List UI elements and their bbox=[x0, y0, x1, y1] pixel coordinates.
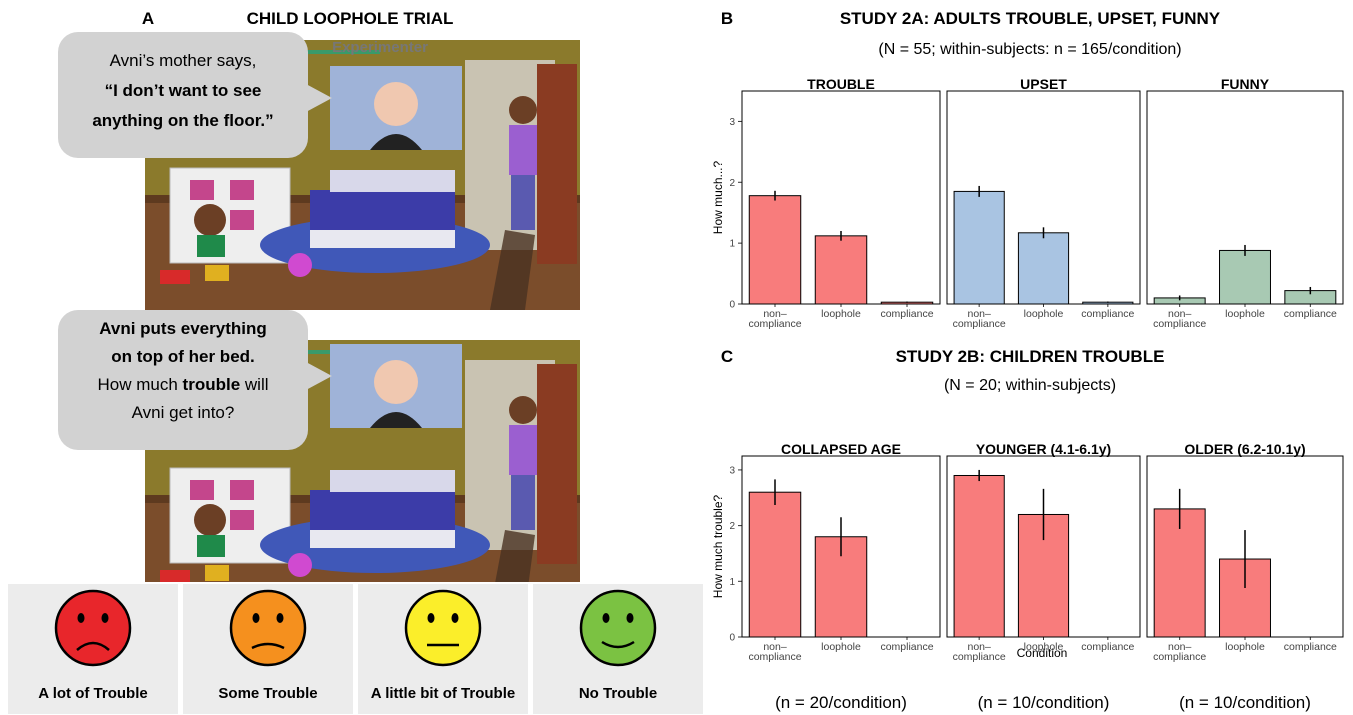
y-tick-label: 0 bbox=[729, 633, 735, 644]
facet-title: UPSET bbox=[1020, 76, 1067, 92]
y-tick-label: 1 bbox=[729, 239, 735, 250]
x-tick-label: compliance bbox=[1284, 308, 1337, 320]
bubble-text: Avni puts everything bbox=[99, 319, 267, 338]
x-tick-label: loophole bbox=[1225, 308, 1265, 320]
face bbox=[579, 589, 657, 667]
panel-subtitle: (N = 20; within-subjects) bbox=[944, 377, 1116, 394]
x-tick-label: compliance bbox=[1284, 641, 1337, 653]
bar bbox=[1017, 232, 1070, 305]
mouth bbox=[76, 641, 110, 651]
x-tick-label: compliance bbox=[880, 308, 933, 320]
response-label: Some Trouble bbox=[218, 685, 317, 702]
x-tick-label: non– compliance bbox=[1153, 308, 1206, 330]
bubble-tail bbox=[306, 362, 332, 390]
y-axis-label: How much...? bbox=[711, 160, 725, 234]
bubble-text: Avni get into? bbox=[132, 403, 235, 422]
mouth bbox=[251, 642, 285, 650]
facet-frame bbox=[741, 90, 941, 305]
bubble-tail bbox=[306, 84, 332, 112]
panel-label: B bbox=[721, 9, 733, 28]
experimenter-body bbox=[370, 412, 422, 428]
y-axis-label: How much trouble? bbox=[711, 494, 725, 598]
y-tick-label: 2 bbox=[729, 521, 735, 532]
y-tick-label: 2 bbox=[729, 178, 735, 189]
bubble-text: on top of her bed. bbox=[111, 347, 255, 366]
facet-title: YOUNGER (4.1-6.1y) bbox=[976, 441, 1111, 457]
experimenter-face bbox=[374, 82, 418, 126]
x-axis-label: Condition bbox=[1017, 646, 1068, 660]
facet-frame bbox=[1146, 455, 1344, 638]
facet-frame bbox=[741, 455, 941, 638]
x-tick-label: loophole bbox=[1225, 641, 1265, 653]
face bbox=[54, 589, 132, 667]
facet-title: FUNNY bbox=[1221, 76, 1270, 92]
panel-label: A bbox=[142, 9, 154, 28]
bubble-text: How much trouble will bbox=[98, 375, 269, 394]
experimenter-body bbox=[370, 134, 422, 150]
bubble-text: Avni’s mother says, bbox=[110, 51, 257, 70]
x-tick-label: loophole bbox=[821, 641, 861, 653]
x-tick-label: non– compliance bbox=[953, 641, 1006, 663]
bar bbox=[953, 190, 1005, 305]
mouth bbox=[601, 640, 635, 649]
y-tick-label: 3 bbox=[729, 465, 735, 476]
x-tick-label: non– compliance bbox=[748, 308, 801, 330]
bubble-text: “I don’t want to see bbox=[105, 81, 262, 100]
bar bbox=[814, 235, 868, 305]
text-span: How much bbox=[98, 375, 178, 394]
facet-note: (n = 20/condition) bbox=[775, 693, 907, 712]
facet-frame bbox=[1146, 90, 1344, 305]
bar bbox=[1219, 249, 1271, 305]
x-tick-label: compliance bbox=[1081, 308, 1134, 320]
response-label: A lot of Trouble bbox=[38, 685, 147, 702]
response-label: A little bit of Trouble bbox=[371, 685, 515, 702]
x-tick-label: compliance bbox=[1081, 641, 1134, 653]
panel-label: C bbox=[721, 347, 733, 366]
speech-bubble bbox=[58, 32, 308, 158]
y-tick-label: 3 bbox=[729, 117, 735, 128]
x-tick-label: loophole bbox=[821, 308, 861, 320]
facet-note: (n = 10/condition) bbox=[1179, 693, 1311, 712]
bar bbox=[953, 474, 1005, 638]
facet-title: TROUBLE bbox=[807, 76, 875, 92]
text-span: will bbox=[244, 375, 269, 394]
x-tick-label: loophole bbox=[1024, 308, 1064, 320]
response-scale: A lot of Trouble Some Trouble A little b… bbox=[8, 584, 703, 714]
face bbox=[404, 589, 482, 667]
facet-frame bbox=[946, 455, 1141, 638]
facet-note: (n = 10/condition) bbox=[978, 693, 1110, 712]
speech-bubble bbox=[58, 310, 308, 450]
y-tick-label: 0 bbox=[729, 300, 735, 311]
face bbox=[229, 589, 307, 667]
x-tick-label: compliance bbox=[880, 641, 933, 653]
text-span: trouble bbox=[183, 375, 241, 394]
bar bbox=[748, 195, 802, 305]
bubble-text: anything on the floor.” bbox=[92, 111, 273, 130]
facet-title: OLDER (6.2-10.1y) bbox=[1184, 441, 1305, 457]
facet-title: COLLAPSED AGE bbox=[781, 441, 901, 457]
bar bbox=[1153, 508, 1206, 638]
x-tick-label: non– compliance bbox=[1153, 641, 1206, 663]
y-tick-label: 1 bbox=[729, 577, 735, 588]
panel-subtitle: (N = 55; within-subjects: n = 165/condit… bbox=[878, 41, 1181, 58]
x-tick-label: non– compliance bbox=[748, 641, 801, 663]
experimenter-face bbox=[374, 360, 418, 404]
panel-title: STUDY 2B: CHILDREN TROUBLE bbox=[896, 347, 1165, 366]
panel-title: STUDY 2A: ADULTS TROUBLE, UPSET, FUNNY bbox=[840, 9, 1221, 28]
x-tick-label: non– compliance bbox=[953, 308, 1006, 330]
response-label: No Trouble bbox=[579, 685, 657, 702]
eyes bbox=[77, 613, 634, 623]
panel-title: CHILD LOOPHOLE TRIAL bbox=[247, 9, 454, 28]
bar bbox=[748, 491, 802, 638]
facet-frame bbox=[946, 90, 1141, 305]
x-tick-label: loophole bbox=[1024, 641, 1064, 653]
camera-label: Experimenter bbox=[332, 39, 428, 56]
faces bbox=[54, 589, 657, 667]
